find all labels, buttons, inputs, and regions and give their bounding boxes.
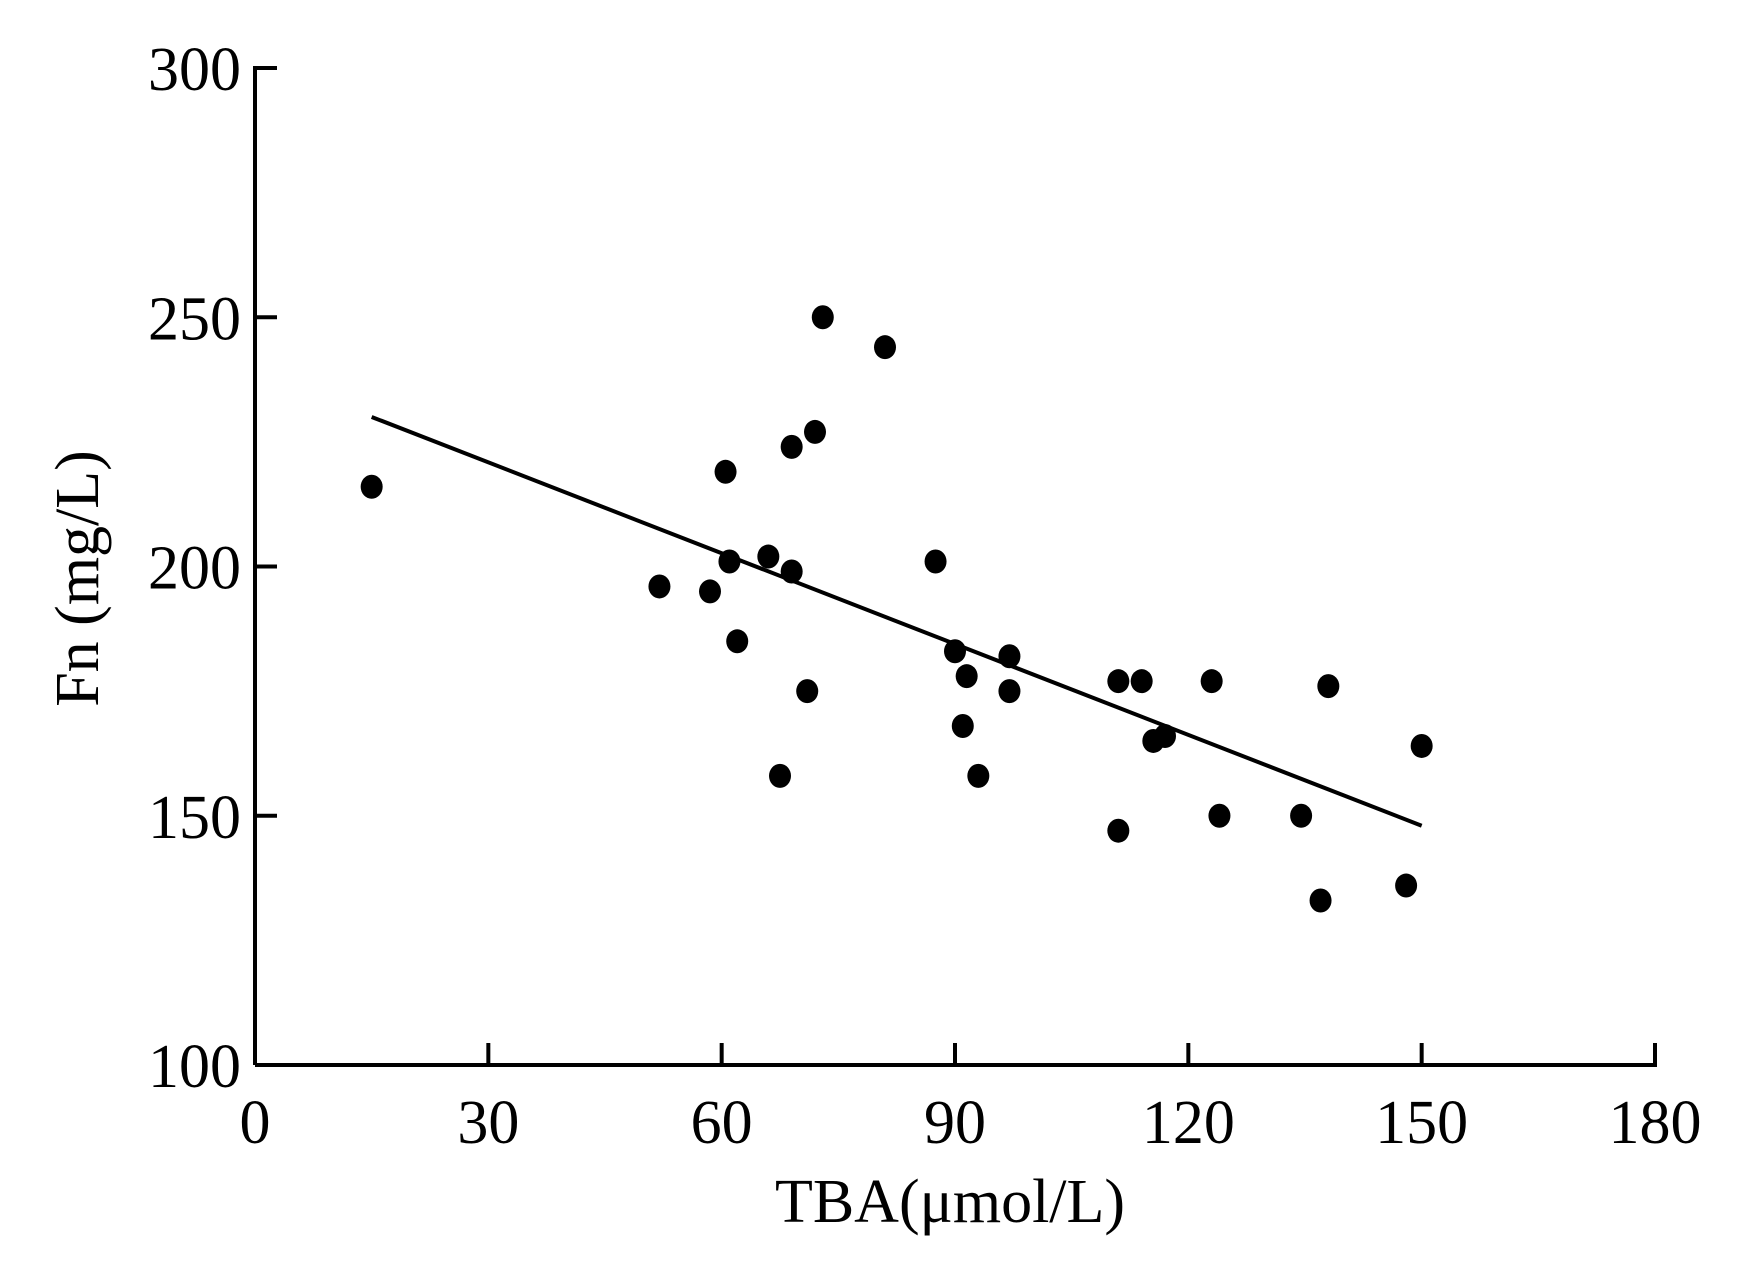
data-point <box>1395 873 1418 898</box>
x-axis-title: TBA(μmol/L) <box>775 1168 1125 1236</box>
data-point <box>1154 723 1176 748</box>
x-tick-label: 120 <box>1142 1089 1235 1157</box>
data-point <box>726 629 749 654</box>
y-tick-label: 100 <box>148 1033 241 1101</box>
data-point <box>714 459 737 484</box>
x-tick-label: 60 <box>691 1089 753 1157</box>
data-point <box>718 549 741 574</box>
data-point <box>796 679 819 704</box>
data-point <box>769 763 791 788</box>
data-point <box>1208 803 1231 828</box>
trend-line <box>370 415 1423 828</box>
data-point <box>998 644 1021 669</box>
data-point <box>1290 803 1313 828</box>
data-point <box>955 664 978 689</box>
data-point <box>699 579 721 604</box>
data-point <box>1309 888 1332 913</box>
axes <box>253 66 1657 1067</box>
data-point <box>648 574 671 599</box>
data-points <box>360 305 1433 913</box>
x-tick-label: 150 <box>1375 1089 1468 1157</box>
data-point <box>874 335 896 360</box>
x-tick-label: 180 <box>1609 1089 1702 1157</box>
data-point <box>1410 733 1433 758</box>
data-point <box>1107 669 1130 694</box>
data-point <box>811 305 834 330</box>
data-point <box>780 434 803 459</box>
y-tick-label: 300 <box>148 36 241 104</box>
data-point <box>944 639 966 664</box>
y-axis-ticks: 100 150 200 250 300 <box>148 36 277 1101</box>
data-point <box>924 549 947 574</box>
data-point <box>1107 818 1130 843</box>
data-point <box>1317 674 1340 699</box>
x-tick-label: 0 <box>240 1089 271 1157</box>
x-tick-label: 90 <box>924 1089 986 1157</box>
data-point <box>804 419 826 444</box>
y-tick-label: 250 <box>148 285 241 353</box>
y-tick-label: 150 <box>148 784 241 852</box>
trendline-group <box>370 415 1423 828</box>
data-point <box>780 559 803 584</box>
data-point <box>1130 669 1153 694</box>
data-point <box>967 763 990 788</box>
x-axis-ticks: 0 30 60 90 120 150 180 <box>240 1043 1702 1157</box>
data-point <box>951 714 974 739</box>
y-tick-label: 200 <box>148 535 241 603</box>
data-point <box>998 679 1021 704</box>
x-tick-label: 30 <box>457 1089 519 1157</box>
data-point <box>360 474 383 499</box>
data-point <box>757 544 780 569</box>
y-axis-title: Fn (mg/L) <box>44 450 112 707</box>
data-point <box>1200 669 1223 694</box>
